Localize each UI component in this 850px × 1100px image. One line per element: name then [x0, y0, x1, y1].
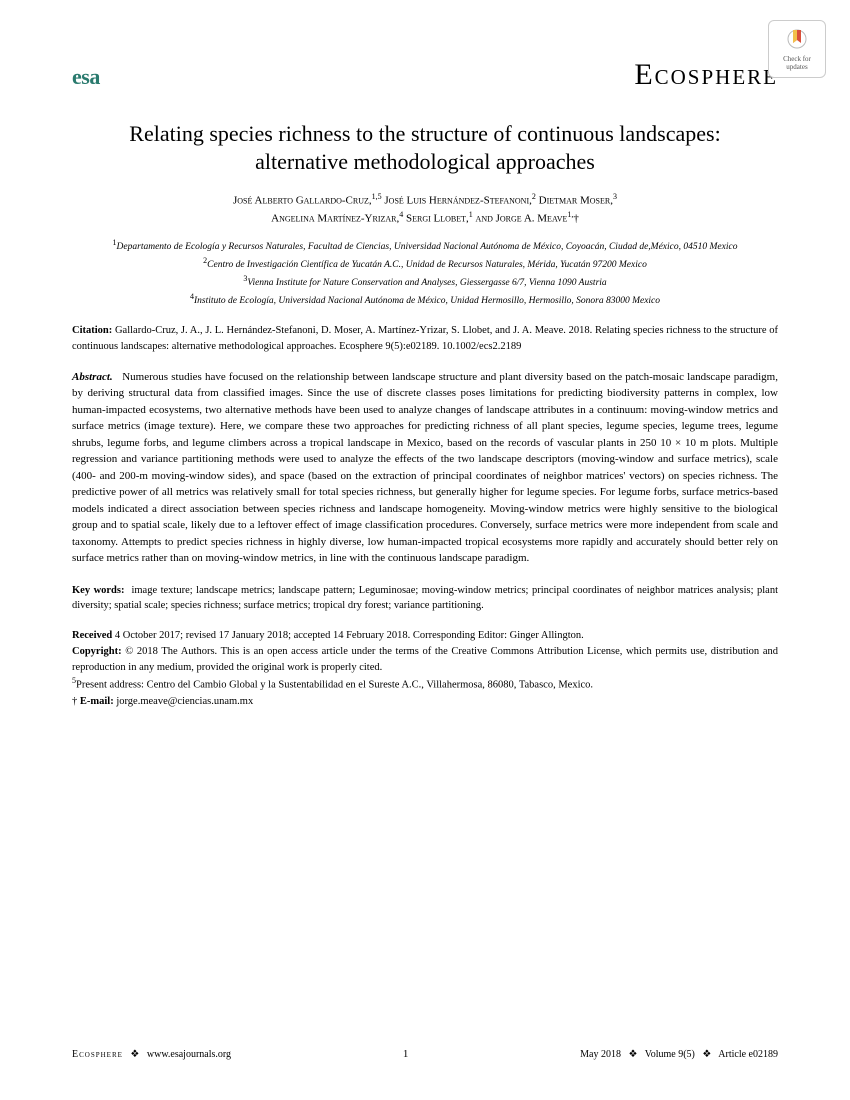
page-footer: Ecosphere ❖ www.esajournals.org 1 May 20… [72, 1048, 778, 1060]
metadata-block: Received 4 October 2017; revised 17 Janu… [72, 628, 778, 709]
footer-url: www.esajournals.org [147, 1049, 231, 1060]
header-row: esa Ecosphere [72, 58, 778, 92]
footer-journal: Ecosphere [72, 1049, 123, 1060]
footer-article: Article e02189 [718, 1049, 778, 1060]
abstract-block: Abstract. Numerous studies have focused … [72, 369, 778, 567]
keywords-block: Key words: image texture; landscape metr… [72, 583, 778, 615]
bookmark-icon [787, 27, 807, 53]
society-logo: esa [72, 64, 100, 90]
check-updates-badge[interactable]: Check for updates [768, 20, 826, 78]
citation-block: Citation: Gallardo-Cruz, J. A., J. L. He… [72, 323, 778, 355]
badge-text-2: updates [786, 63, 807, 71]
badge-text-1: Check for [783, 55, 811, 63]
affiliations: 1Departamento de Ecología y Recursos Nat… [72, 237, 778, 309]
footer-issue: May 2018 [580, 1049, 621, 1060]
authors-list: José Alberto Gallardo-Cruz,1,5 José Luis… [72, 191, 778, 227]
footer-right: May 2018 ❖ Volume 9(5) ❖ Article e02189 [580, 1049, 778, 1060]
footer-left: Ecosphere ❖ www.esajournals.org [72, 1049, 231, 1060]
footer-sep-icon: ❖ [130, 1049, 139, 1060]
footer-page-number: 1 [403, 1048, 409, 1060]
footer-sep-icon: ❖ [702, 1049, 711, 1060]
footer-sep-icon: ❖ [628, 1049, 637, 1060]
journal-name: Ecosphere [634, 58, 778, 92]
footer-volume: Volume 9(5) [645, 1049, 695, 1060]
article-title: Relating species richness to the structu… [72, 120, 778, 175]
